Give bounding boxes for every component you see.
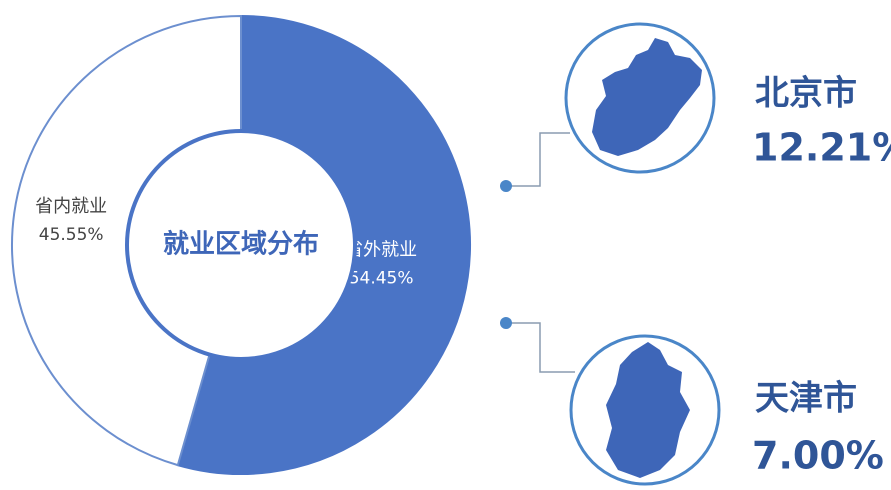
connector-dot <box>500 180 512 192</box>
region-share: 7.00% <box>752 434 884 478</box>
slice-label: 省外就业 <box>345 240 417 261</box>
beijing-map <box>592 38 702 156</box>
connector <box>506 322 575 373</box>
donut: 省外就业 54.45% 省内就业 45.55% 就业区域分布 <box>11 14 471 475</box>
region-name: 北京市 <box>755 74 857 114</box>
slice-label: 省内就业 <box>35 196 107 217</box>
tianjin-map <box>606 342 690 478</box>
callouts: 北京市 12.21% 天津市 7.00% <box>500 22 891 486</box>
region-share: 12.21% <box>752 126 891 170</box>
connector-dot <box>500 317 512 329</box>
center-label: 就业区域分布 <box>163 230 319 260</box>
slice-value: 45.55% <box>39 225 104 245</box>
connector <box>506 132 570 187</box>
region-name: 天津市 <box>755 379 857 419</box>
slice-value: 54.45% <box>349 269 414 289</box>
donut-hole <box>125 129 357 361</box>
